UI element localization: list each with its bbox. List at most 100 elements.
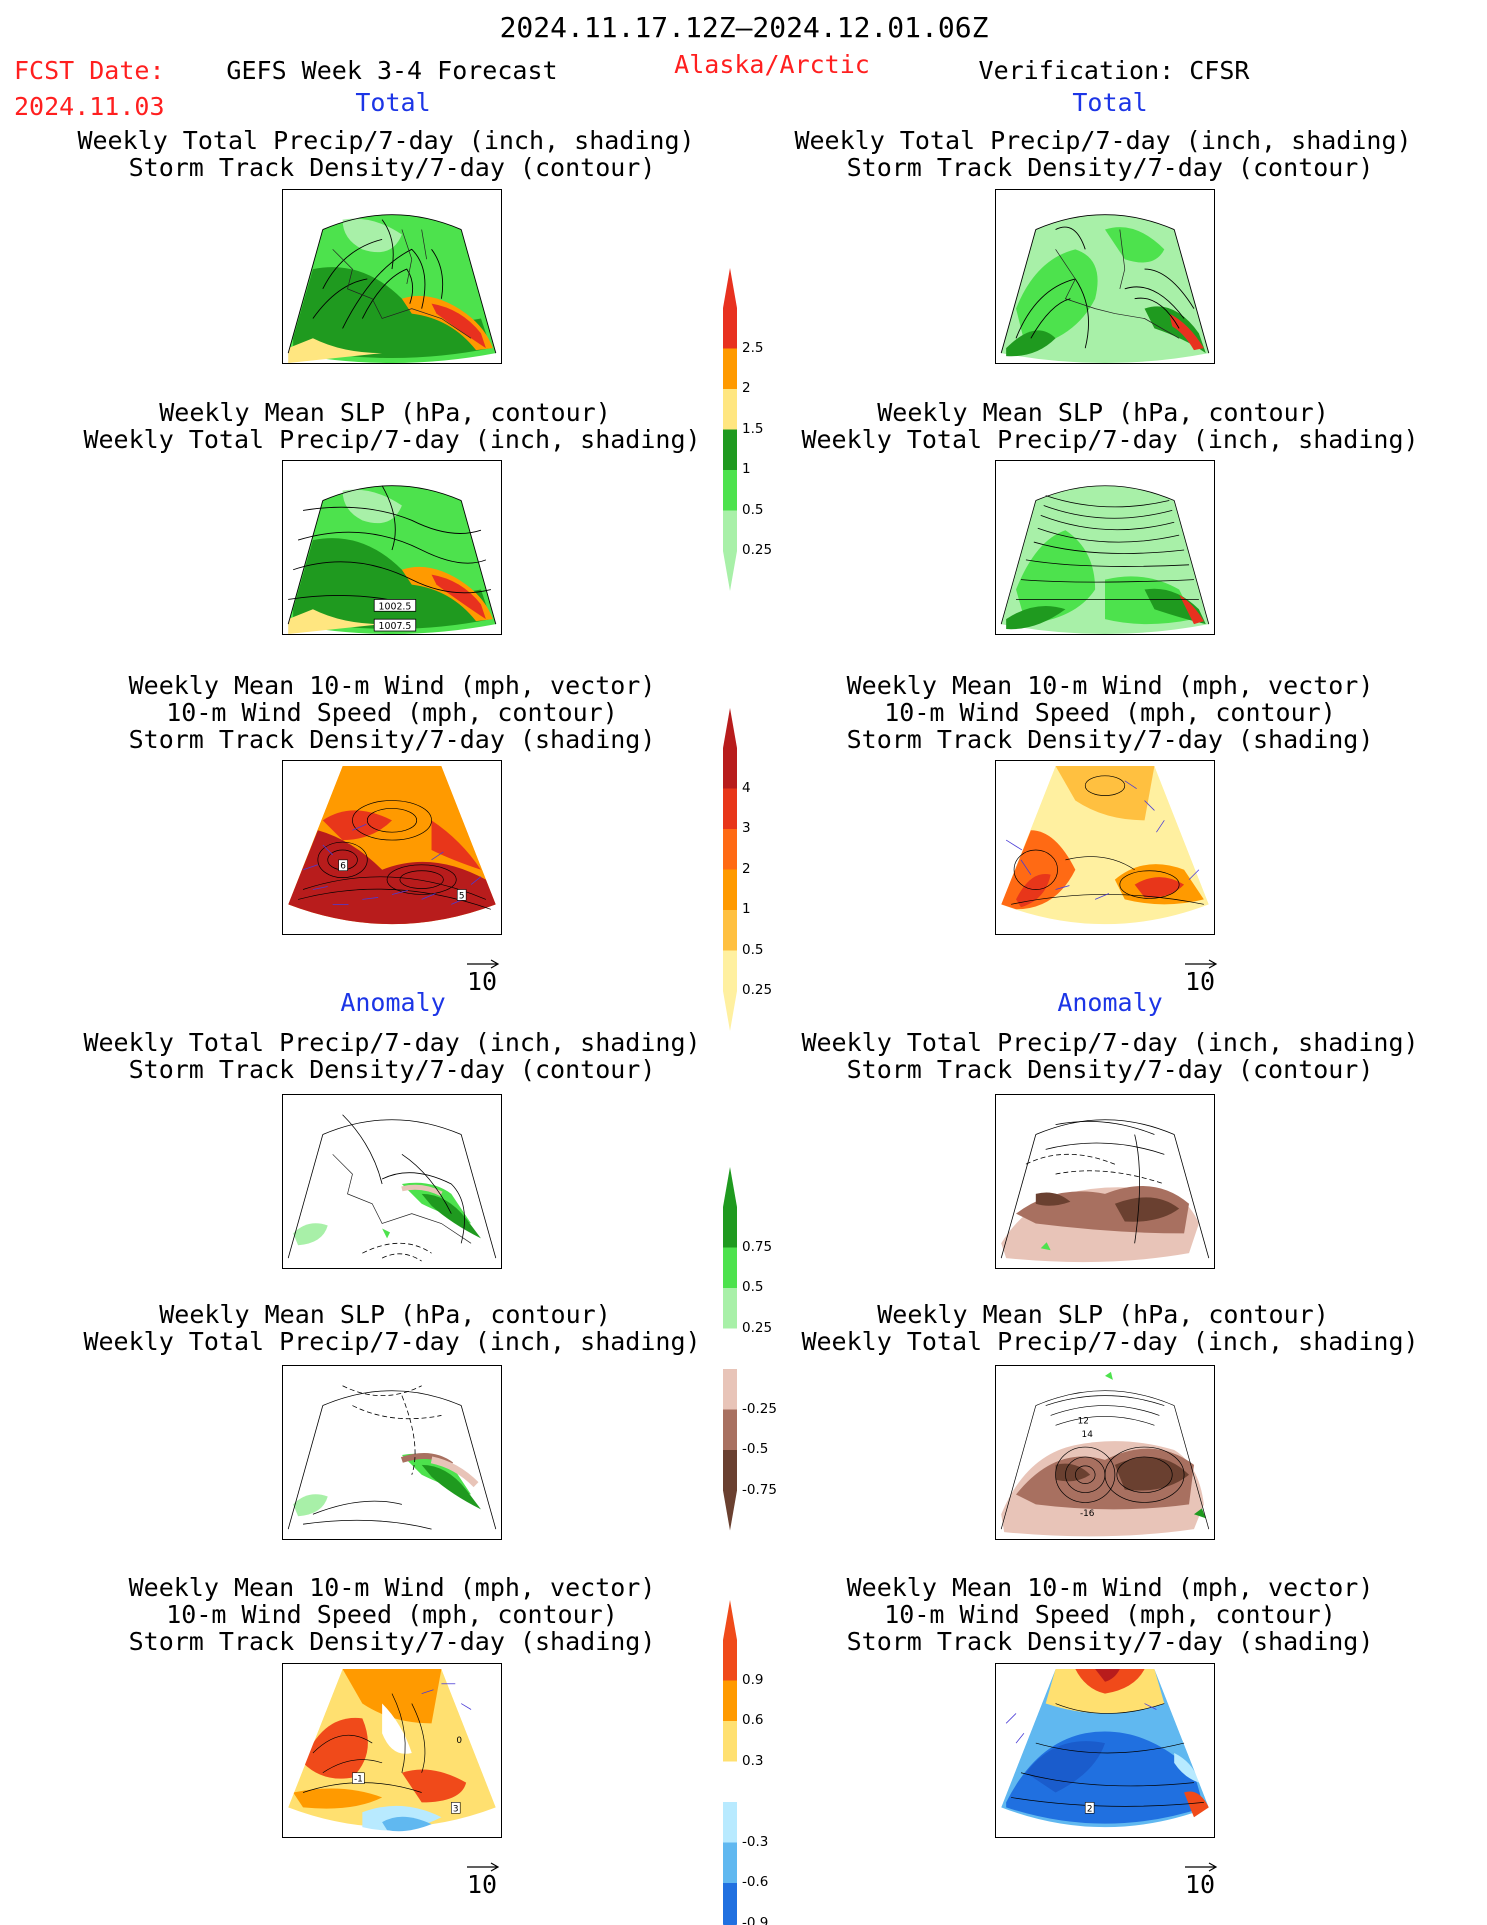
precip-total-label: 2.5	[742, 339, 764, 356]
storm-total-label: 3	[742, 820, 751, 836]
storm-anom-label: -0.9	[742, 1914, 769, 1925]
precip-anom-cap-top	[723, 1167, 737, 1207]
storm-total-swatch	[723, 869, 737, 911]
storm-total-label: 4	[742, 779, 751, 796]
storm-anom-label-1: -1	[354, 1775, 363, 1785]
map-slp-precip-obs	[995, 460, 1215, 635]
section-total-left: Total	[355, 88, 431, 117]
storm-total-swatch	[723, 910, 737, 951]
precip-total-label: 0.5	[742, 501, 764, 518]
title-r3-left-3: Storm Track Density/7-day (shading)	[128, 725, 656, 754]
map-wind-storm-obs	[995, 760, 1215, 935]
title-r6-left-2: 10-m Wind Speed (mph, contour)	[166, 1600, 618, 1629]
precip-total-cap-top	[723, 268, 737, 308]
title-r4-left-2: Storm Track Density/7-day (contour)	[128, 1055, 656, 1084]
map-slp-anom-obs: 12 14 -16	[995, 1365, 1215, 1540]
map-slp-precip-fcst: 1002.5 1007.5	[282, 460, 502, 635]
storm-total-label: 0.25	[742, 982, 773, 998]
title-r3-right-1: Weekly Mean 10-m Wind (mph, vector)	[846, 671, 1374, 700]
precip-total-label: 0.25	[742, 542, 773, 558]
vector-ref-r3-right: 10	[1183, 955, 1219, 994]
title-r3-left-2: 10-m Wind Speed (mph, contour)	[166, 698, 618, 727]
title-r3-right-3: Storm Track Density/7-day (shading)	[846, 725, 1374, 754]
storm-total-swatch	[723, 788, 737, 830]
precip-total-swatch	[723, 389, 737, 430]
vector-ref-r3-left: 10	[465, 955, 501, 994]
map-precip-anom-obs	[995, 1094, 1215, 1269]
storm-anom-swatch	[723, 1883, 737, 1924]
storm-label-1: 6	[340, 862, 346, 872]
title-r6-right-1: Weekly Mean 10-m Wind (mph, vector)	[846, 1573, 1374, 1602]
verification-title: Verification: CFSR	[978, 56, 1250, 85]
date-range: 2024.11.17.12Z–2024.12.01.06Z	[499, 11, 989, 44]
precip-anom-swatch	[723, 1288, 737, 1329]
precip-anom-label: 0.25	[742, 1319, 773, 1336]
storm-total-swatch	[723, 829, 737, 870]
precip-anom-label: -0.25	[742, 1400, 777, 1417]
title-r6-left-3: Storm Track Density/7-day (shading)	[128, 1627, 656, 1656]
precip-anom-swatch	[723, 1369, 737, 1410]
vector-ref-r3-left-label: 10	[467, 967, 498, 996]
storm-anom-label-2: 0	[456, 1736, 462, 1746]
precip-anom-swatch	[723, 1409, 737, 1451]
title-r5-right-1: Weekly Mean SLP (hPa, contour)	[877, 1300, 1329, 1329]
storm-total-swatch	[723, 748, 737, 789]
section-total-right: Total	[1072, 88, 1148, 117]
precip-total-swatch	[723, 429, 737, 471]
storm-anom-label: -0.6	[742, 1874, 769, 1890]
slp-anom-label-3: -16	[1080, 1509, 1095, 1519]
title-r2-left-1: Weekly Mean SLP (hPa, contour)	[159, 398, 611, 427]
map-slp-anom-fcst	[282, 1365, 502, 1540]
precip-total-label: 1.5	[742, 420, 764, 437]
vector-ref-r6-right-label: 10	[1185, 1870, 1216, 1899]
section-anomaly-right: Anomaly	[1057, 988, 1163, 1017]
precip-total-swatch	[723, 308, 737, 349]
storm-total-label: 0.5	[742, 941, 764, 958]
map-wind-storm-fcst: 6 5	[282, 760, 502, 935]
precip-total-swatch	[723, 348, 737, 390]
storm-anom-label-3: 3	[453, 1804, 459, 1814]
storm-total-label: 1	[742, 901, 751, 917]
storm-total-label: 2	[742, 860, 751, 877]
map-precip-storm-fcst	[282, 189, 502, 364]
vector-ref-r6-right: 10	[1183, 1858, 1219, 1897]
precip-anom-label: -0.5	[742, 1441, 769, 1457]
precip-total-swatch	[723, 470, 737, 511]
storm-anom-swatch	[723, 1721, 737, 1762]
precip-anom-swatch	[723, 1450, 737, 1491]
precip-total-label: 2	[742, 380, 751, 396]
storm-anom-swatch	[723, 1680, 737, 1722]
vector-ref-r6-left: 10	[465, 1858, 501, 1897]
fcst-label: FCST Date:	[14, 56, 165, 85]
title-r6-right-3: Storm Track Density/7-day (shading)	[846, 1627, 1374, 1656]
storm-anom-swatch	[723, 1640, 737, 1681]
title-r5-left-2: Weekly Total Precip/7-day (inch, shading…	[83, 1327, 701, 1356]
title-r2-left-2: Weekly Total Precip/7-day (inch, shading…	[83, 425, 701, 454]
title-r5-left-1: Weekly Mean SLP (hPa, contour)	[159, 1300, 611, 1329]
title-r6-left-1: Weekly Mean 10-m Wind (mph, vector)	[128, 1573, 656, 1602]
title-r2-right-1: Weekly Mean SLP (hPa, contour)	[877, 398, 1329, 427]
storm-anom-swatch	[723, 1802, 737, 1843]
map-wind-storm-anom-obs: 2	[995, 1663, 1215, 1838]
title-r1-left-1: Weekly Total Precip/7-day (inch, shading…	[77, 126, 695, 155]
title-r4-right-2: Storm Track Density/7-day (contour)	[846, 1055, 1374, 1084]
storm-label-2: 5	[459, 891, 465, 901]
region-title: Alaska/Arctic	[674, 50, 870, 79]
storm-anom-swatch	[723, 1842, 737, 1884]
map-precip-storm-obs	[995, 189, 1215, 364]
precip-anom-swatch	[723, 1328, 737, 1370]
title-r1-left-2: Storm Track Density/7-day (contour)	[128, 153, 656, 182]
precip-anom-label: 0.75	[742, 1238, 773, 1255]
title-r2-right-2: Weekly Total Precip/7-day (inch, shading…	[801, 425, 1419, 454]
title-r5-right-2: Weekly Total Precip/7-day (inch, shading…	[801, 1327, 1419, 1356]
title-r3-left-1: Weekly Mean 10-m Wind (mph, vector)	[128, 671, 656, 700]
fcst-date: 2024.11.03	[14, 92, 165, 121]
title-r3-right-2: 10-m Wind Speed (mph, contour)	[884, 698, 1336, 727]
slp-anom-label-2: 14	[1082, 1430, 1094, 1440]
title-r4-left-1: Weekly Total Precip/7-day (inch, shading…	[83, 1028, 701, 1057]
precip-anom-cap-bottom	[723, 1490, 737, 1531]
slp-label-2: 1007.5	[379, 621, 412, 632]
storm-anom-label: 0.6	[742, 1712, 764, 1728]
storm-total-cap-bottom	[723, 991, 737, 1031]
